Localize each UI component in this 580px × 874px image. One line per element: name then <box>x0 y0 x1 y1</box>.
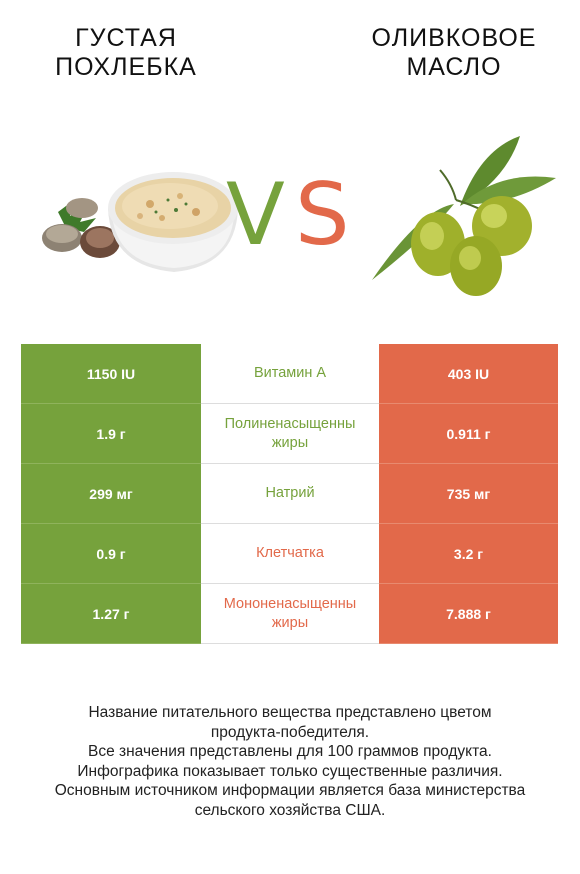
vs-letter-v: V <box>226 165 285 265</box>
left-value: 1.9 г <box>21 404 201 463</box>
left-value: 1.27 г <box>21 584 201 643</box>
nutrient-name: Клетчатка <box>201 524 379 583</box>
right-title-line2: МАСЛО <box>406 53 502 81</box>
row-divider-right <box>379 523 558 524</box>
row-divider-left <box>21 523 201 524</box>
right-value: 0.911 г <box>379 404 558 463</box>
right-value: 403 IU <box>379 344 558 403</box>
nutrient-name: Мононенасыщенны жиры <box>201 584 379 643</box>
nutrient-name-line2: жиры <box>271 614 309 631</box>
nutrient-name-line1: Натрий <box>265 485 315 501</box>
footer-line: сельского хозяйства США. <box>194 801 386 819</box>
row-divider-left <box>21 403 201 404</box>
right-title-line1: ОЛИВКОВОЕ <box>371 24 537 52</box>
row-divider-right <box>379 643 558 644</box>
footer-notes: Название питательного вещества представл… <box>0 703 580 820</box>
nutrient-name: Витамин A <box>201 344 379 403</box>
nutrient-name-line1: Полиненасыщенны <box>224 415 356 432</box>
nutrient-name: Натрий <box>201 464 379 523</box>
nutrient-name-line2: жиры <box>271 434 309 451</box>
footer-line: Инфографика показывает только существенн… <box>77 762 503 780</box>
row-divider-left <box>21 463 201 464</box>
row-divider-right <box>379 403 558 404</box>
left-value: 1150 IU <box>21 344 201 403</box>
hero-illustrations <box>42 136 556 296</box>
olives-image <box>372 136 556 296</box>
row-divider <box>21 583 558 584</box>
row-divider-left <box>21 643 201 644</box>
right-value: 7.888 г <box>379 584 558 643</box>
nutrient-name-line1: Клетчатка <box>256 545 324 561</box>
footer-line: Все значения представлены для 100 граммо… <box>88 743 492 760</box>
table-row-sodium: 299 мг Натрий 735 мг <box>21 464 558 524</box>
nutrient-name-line1: Витамин A <box>253 365 327 381</box>
left-food-title: ГУСТАЯ ПОХЛЕБКА <box>26 24 226 82</box>
footer-line: продукта-победителя. <box>210 723 370 741</box>
left-title-line2: ПОХЛЕБКА <box>55 53 197 81</box>
right-food-title: ОЛИВКОВОЕ МАСЛО <box>354 24 554 82</box>
row-divider-left <box>21 583 201 584</box>
row-divider <box>21 643 558 644</box>
row-divider <box>21 403 558 404</box>
left-value: 299 мг <box>21 464 201 523</box>
chowder-image <box>42 172 238 272</box>
row-divider-right <box>379 583 558 584</box>
comparison-table: 1150 IU Витамин A 403 IU 1.9 г Полиненас… <box>21 344 558 644</box>
right-value: 3.2 г <box>379 524 558 583</box>
table-row-vitamin-a: 1150 IU Витамин A 403 IU <box>21 344 558 404</box>
nutrient-name-line1: Мононенасыщенны <box>223 595 357 612</box>
footer-line: Основным источником информации является … <box>54 782 526 799</box>
table-row-fiber: 0.9 г Клетчатка 3.2 г <box>21 524 558 584</box>
footer-line: Название питательного вещества представл… <box>88 704 492 721</box>
table-row-monounsaturated-fat: 1.27 г Мононенасыщенны жиры 7.888 г <box>21 584 558 644</box>
table-row-polyunsaturated-fat: 1.9 г Полиненасыщенны жиры 0.911 г <box>21 404 558 464</box>
row-divider <box>21 523 558 524</box>
left-value: 0.9 г <box>21 524 201 583</box>
row-divider-right <box>379 463 558 464</box>
right-value: 735 мг <box>379 464 558 523</box>
vs-letter-s: S <box>295 165 350 265</box>
left-title-line1: ГУСТАЯ <box>75 24 177 52</box>
row-divider <box>21 463 558 464</box>
nutrient-name: Полиненасыщенны жиры <box>201 404 379 463</box>
